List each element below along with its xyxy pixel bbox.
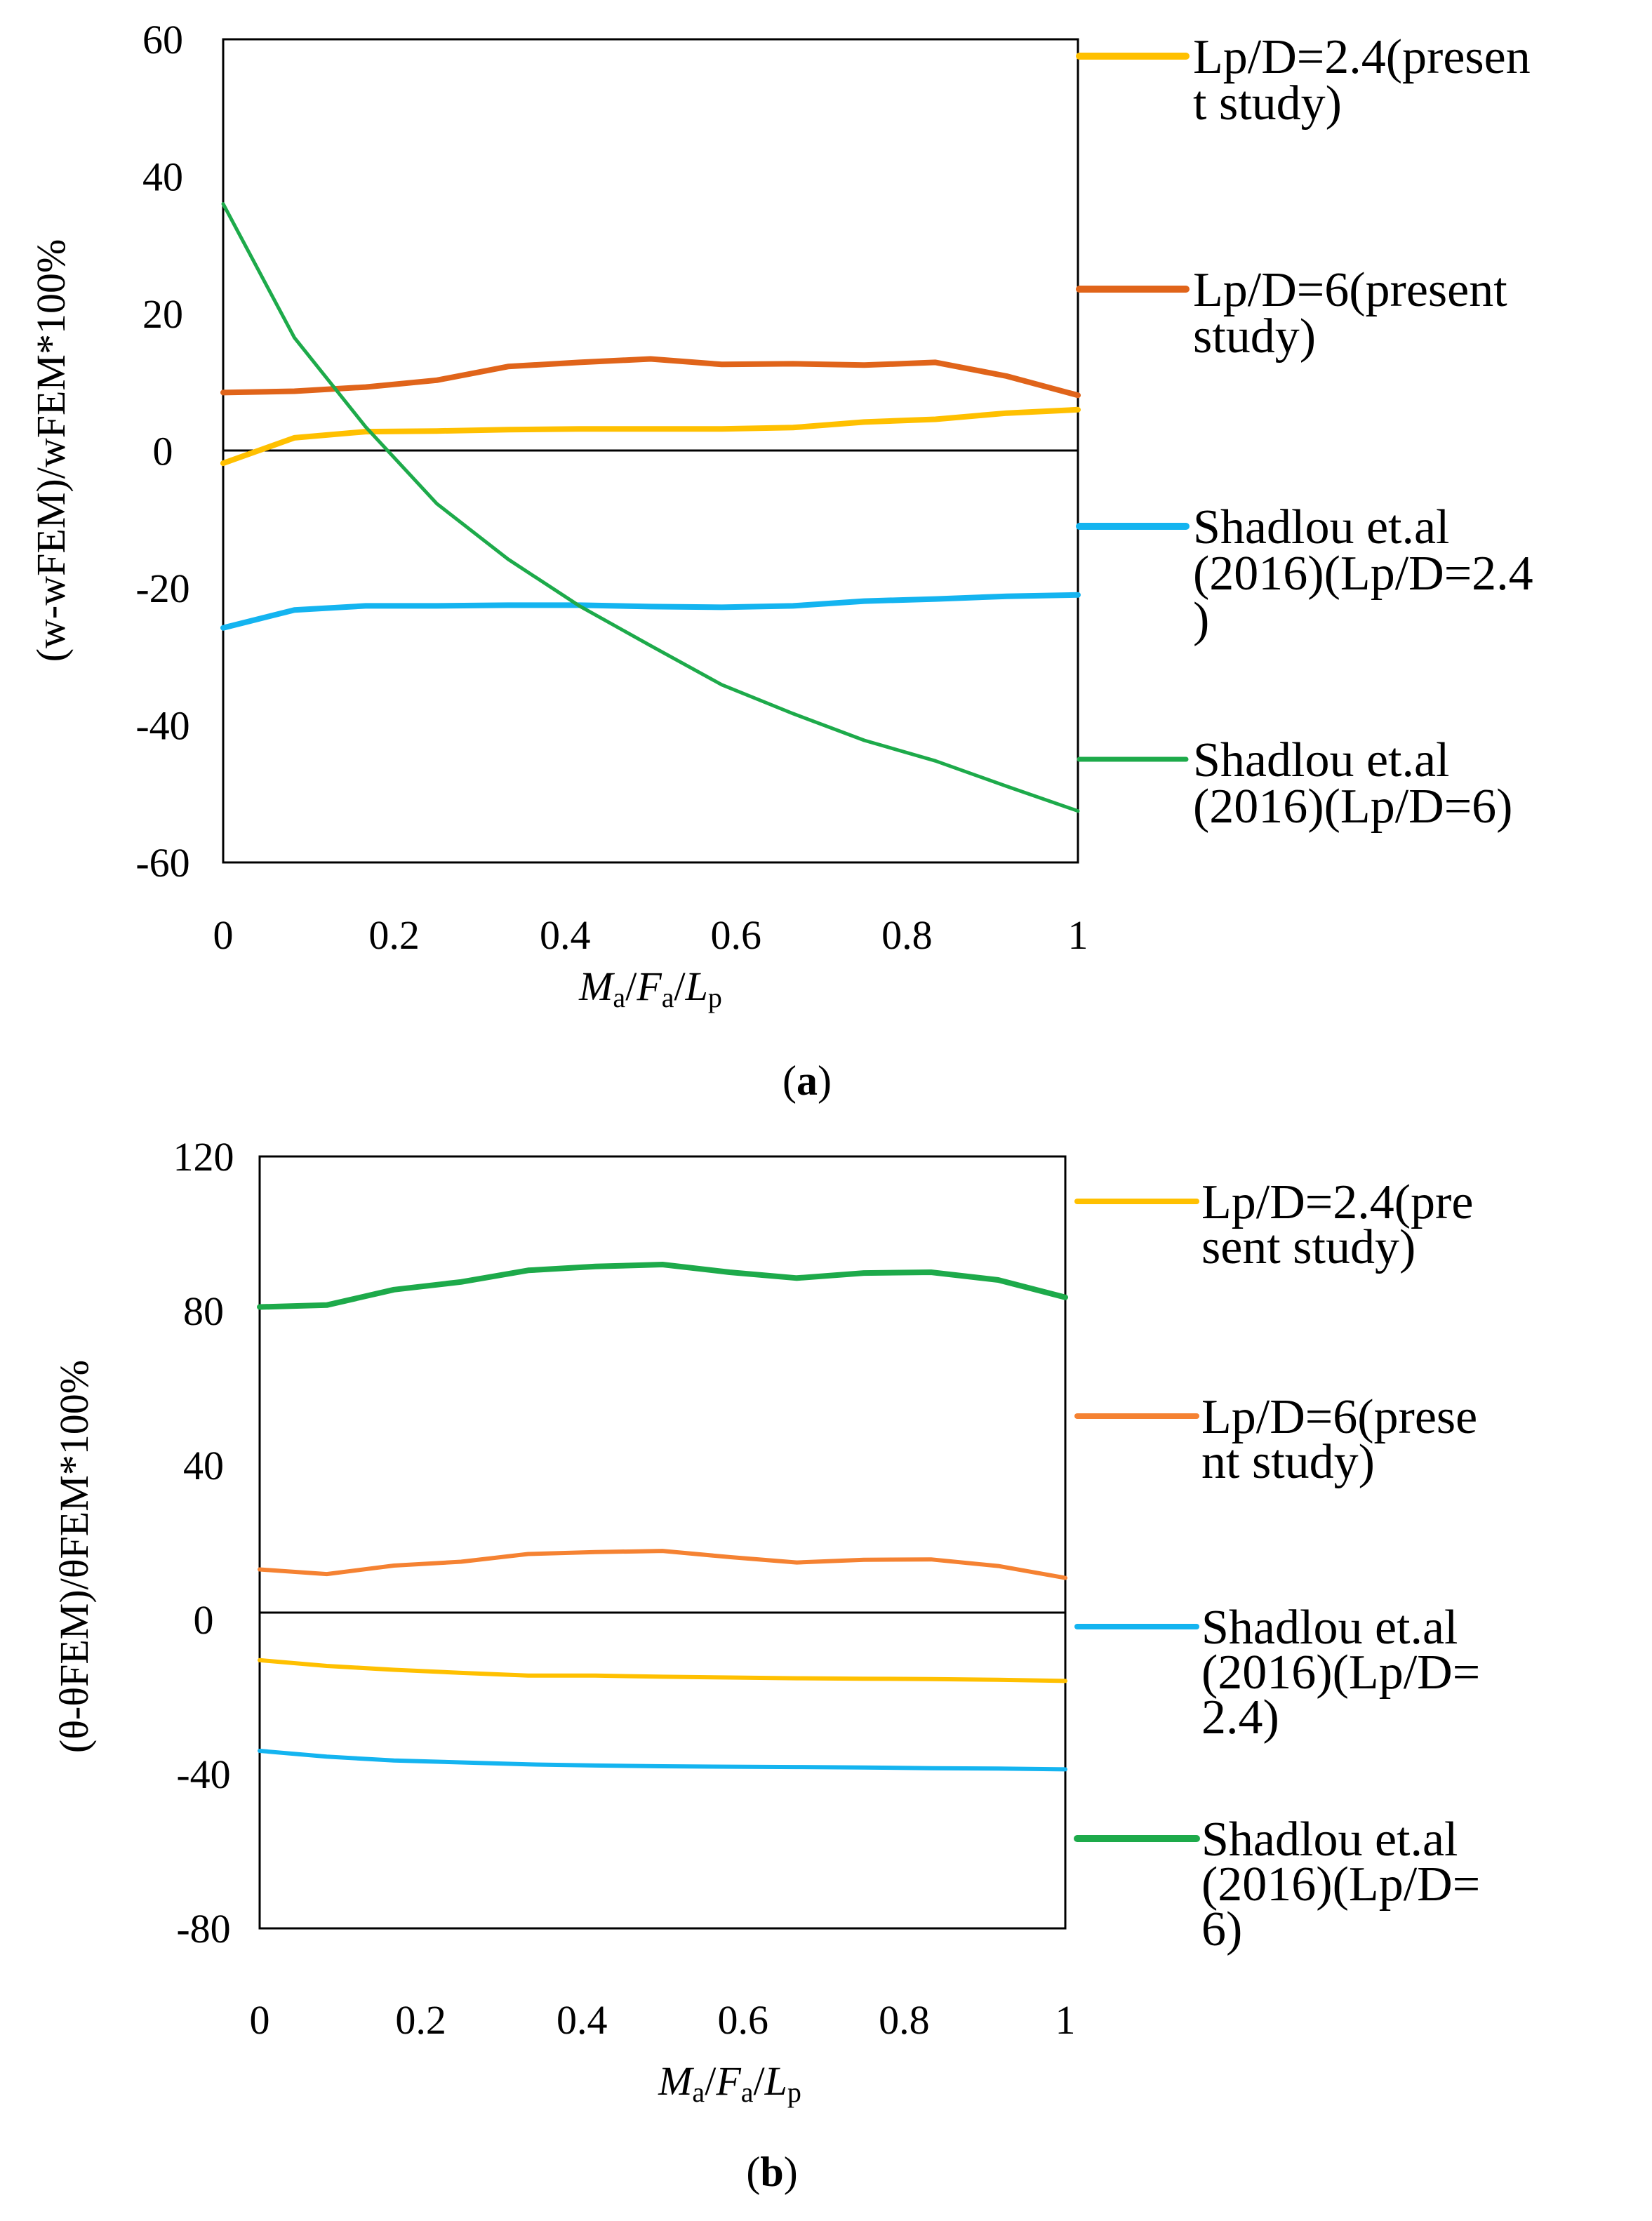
x-axis-title-b-slash2: / [754,2058,766,2104]
legend-label-line: t study) [1193,76,1342,131]
panel-a-caption: (a) [782,1058,832,1104]
x-tick-label-b-3: 0.6 [718,1997,769,2043]
x-axis-title-b-m-sub: a [692,2076,705,2108]
x-axis-title-a-f-sub: a [662,982,674,1013]
x-tick-label-a-2: 0.4 [540,912,591,958]
y-tick-label-b-3: 0 [194,1597,214,1643]
series-line-a-4 [221,202,1080,813]
series-lines-b [257,1262,1068,1772]
legend-label-line: (2016)(Lp/D= [1201,1857,1480,1912]
x-axis-title-b-m: M [658,2058,694,2104]
series-line-a-3 [220,592,1081,631]
legend-label-line: 2.4) [1201,1690,1279,1745]
y-tick-label-a-4: -20 [135,566,189,611]
series-line-b-2 [258,1549,1067,1580]
panel-b-caption: (b) [746,2149,797,2195]
x-axis-title-a-slash1: / [625,963,637,1009]
x-axis-title-a-l-sub: p [708,982,722,1013]
legend-label-line: sent study) [1201,1220,1415,1274]
x-tick-label-a-0: 0 [213,912,234,958]
x-axis-title-a-l: L [685,963,708,1009]
plot-area-frame-b [258,1155,1067,1930]
legend-label-a-4: Shadlou et.al (2016)(Lp/D=6) [1193,733,1512,834]
x-axis-title-b-l-sub: p [787,2076,801,2108]
legend-label-line: study) [1193,309,1316,364]
x-tick-label-a-4: 0.8 [881,912,933,958]
x-tick-label-a-3: 0.6 [711,912,762,958]
legend-label-line: Lp/D=6(present [1193,263,1507,317]
legend-a: Lp/D=2.4(presen t study) Lp/D=6(present stu… [1076,30,1533,834]
x-tick-label-b-5: 1 [1055,1997,1076,2043]
legend-label-line: 6) [1201,1902,1242,1956]
legend-label-line: Lp/D=2.4(presen [1193,30,1531,84]
y-tick-label-a-5: -40 [135,703,189,749]
legend-label-line: ) [1193,593,1209,647]
series-line-a-2 [220,356,1081,399]
series-line-b-4 [257,1262,1068,1310]
legend-label-line: (2016)(Lp/D=2.4 [1193,547,1533,601]
y-tick-label-b-4: -40 [176,1752,230,1797]
y-tick-label-b-1: 80 [183,1288,224,1334]
x-axis-title-a-f: F [636,963,662,1009]
x-axis-title-b: Ma/Fa/Lp [658,2058,801,2108]
legend-label-line: Shadlou et.al [1193,733,1449,787]
legend-label-line: Shadlou et.al [1201,1813,1458,1867]
legend-label-b-4: Shadlou et.al (2016)(Lp/D= 6) [1201,1813,1480,1956]
y-tick-label-a-6: -60 [135,840,189,886]
panel-a-letter: a [797,1058,818,1104]
x-axis-title-b-slash1: / [705,2058,717,2104]
panel-b-chart: 120 80 40 0 -40 -80 0 0.2 0.4 0.6 0.8 1 (θ-θFEM)/θ… [51,1134,1480,2195]
legend-b: Lp/D=2.4(pre sent study) Lp/D=6(prese nt st… [1074,1175,1480,1956]
legend-label-a-1: Lp/D=2.4(presen t study) [1193,30,1531,131]
x-axis-title-a-slash2: / [674,963,686,1009]
legend-label-b-2: Lp/D=6(prese nt study) [1201,1390,1477,1489]
series-line-b-1 [258,1658,1067,1683]
x-axis-title-a: Ma/Fa/Lp [578,963,722,1013]
x-axis-title-a-m: M [578,963,615,1009]
y-tick-label-b-0: 120 [173,1134,234,1180]
x-tick-label-b-1: 0.2 [395,1997,446,2043]
x-tick-label-b-0: 0 [250,1997,270,2043]
series-lines-a [220,202,1081,813]
x-tick-label-b-2: 0.4 [557,1997,608,2043]
y-axis-title-b: (θ-θFEM)/θFEM*100% [51,1360,97,1753]
y-tick-label-a-0: 60 [142,17,183,62]
x-axis-title-a-m-sub: a [613,982,625,1013]
legend-label-line: Lp/D=6(prese [1201,1390,1477,1444]
y-tick-label-a-2: 20 [142,291,183,337]
y-tick-label-b-5: -80 [176,1906,230,1952]
x-tick-labels-b: 0 0.2 0.4 0.6 0.8 1 [250,1997,1076,2043]
x-axis-title-b-f-sub: a [741,2076,754,2108]
legend-label-line: Shadlou et.al [1201,1601,1458,1655]
legend-label-line: Shadlou et.al [1193,500,1449,554]
legend-label-a-3: Shadlou et.al (2016)(Lp/D=2.4) [1193,500,1533,647]
x-tick-labels-a: 0 0.2 0.4 0.6 0.8 1 [213,912,1088,958]
legend-label-line: (2016)(Lp/D=6) [1193,780,1512,834]
series-line-a-1 [220,406,1081,467]
y-tick-labels-b: 120 80 40 0 -40 -80 [173,1134,234,1952]
x-tick-label-b-4: 0.8 [879,1997,930,2043]
legend-label-line: Lp/D=2.4(pre [1201,1175,1473,1229]
legend-label-a-2: Lp/D=6(present study) [1193,263,1507,364]
x-axis-title-b-f: F [715,2058,741,2104]
x-tick-label-a-1: 0.2 [368,912,420,958]
panel-a-chart: 60 40 20 0 -20 -40 -60 0 0.2 0.4 0.6 0.8 1 (w-wFEM)… [28,17,1533,1104]
y-tick-label-a-1: 40 [142,154,183,200]
legend-label-line: nt study) [1201,1435,1375,1489]
series-line-b-3 [258,1749,1067,1772]
legend-label-line: (2016)(Lp/D= [1201,1646,1480,1700]
y-tick-label-b-2: 40 [183,1443,224,1488]
x-axis-title-b-l: L [764,2058,787,2104]
panel-b-letter: b [760,2149,783,2195]
y-axis-title-a: (w-wFEM)/wFEM*100% [28,239,74,662]
x-tick-label-a-5: 1 [1068,912,1088,958]
legend-label-b-3: Shadlou et.al (2016)(Lp/D= 2.4) [1201,1601,1480,1745]
legend-label-b-1: Lp/D=2.4(pre sent study) [1201,1175,1473,1274]
y-tick-labels-a: 60 40 20 0 -20 -40 -60 [135,17,189,886]
y-tick-label-a-3: 0 [153,429,173,474]
